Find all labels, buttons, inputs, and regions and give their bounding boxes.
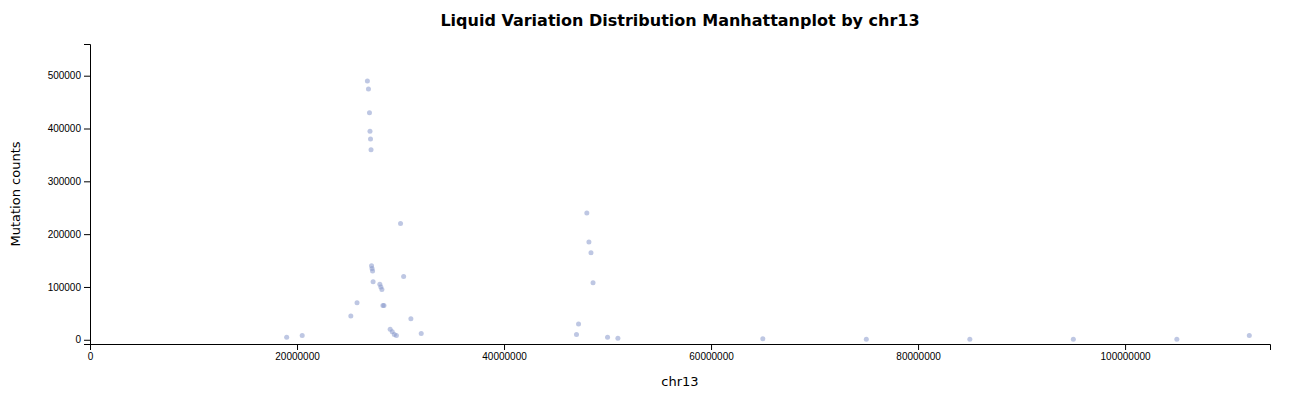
- point: [967, 337, 972, 342]
- y-tick: 400000: [48, 123, 90, 134]
- x-tick-label: 100000000: [1101, 351, 1151, 362]
- point: [419, 331, 424, 336]
- y-axis-line: [84, 45, 91, 345]
- point: [591, 280, 596, 285]
- point: [586, 240, 591, 245]
- point: [615, 336, 620, 341]
- chart: 0200000004000000060000000800000001000000…: [0, 0, 1300, 400]
- point: [588, 250, 593, 255]
- x-tick: 20000000: [275, 344, 320, 362]
- point: [379, 287, 384, 292]
- points: [284, 78, 1252, 341]
- x-tick-label: 20000000: [275, 351, 320, 362]
- y-tick: 300000: [48, 176, 90, 187]
- x-tick-mark: [918, 344, 919, 350]
- point: [584, 211, 589, 216]
- x-tick: 80000000: [896, 344, 941, 362]
- y-tick-label: 300000: [48, 176, 82, 187]
- x-tick-mark: [711, 344, 712, 350]
- x-tick-mark: [504, 344, 505, 350]
- point: [355, 300, 360, 305]
- x-tick: 0: [88, 344, 94, 362]
- point: [398, 221, 403, 226]
- point: [760, 336, 765, 341]
- point: [367, 110, 372, 115]
- y-tick-label: 400000: [48, 123, 82, 134]
- y-tick-label: 0: [75, 334, 81, 345]
- point: [366, 86, 371, 91]
- y-tick-mark: [84, 340, 90, 341]
- y-tick-mark: [84, 234, 90, 235]
- x-tick-label: 60000000: [689, 351, 734, 362]
- y-tick-mark: [84, 287, 90, 288]
- point: [576, 321, 581, 326]
- point: [284, 335, 289, 340]
- point: [408, 316, 413, 321]
- point: [365, 78, 370, 83]
- x-tick-mark: [297, 344, 298, 350]
- point: [394, 333, 399, 338]
- x-tick-label: 80000000: [896, 351, 941, 362]
- point: [369, 147, 374, 152]
- point: [370, 269, 375, 274]
- x-tick-label: 40000000: [482, 351, 527, 362]
- point: [864, 337, 869, 342]
- x-axis-line: [91, 345, 1271, 351]
- y-tick: 200000: [48, 229, 90, 240]
- point: [1071, 337, 1076, 342]
- point: [348, 314, 353, 319]
- x-axis: 0 20000000 40000000 60000000 80000000 1000000…: [88, 344, 1271, 362]
- point: [368, 137, 373, 142]
- x-tick: 40000000: [482, 344, 527, 362]
- point: [300, 333, 305, 338]
- y-tick-mark: [84, 129, 90, 130]
- y-tick-mark: [84, 76, 90, 77]
- y-tick-label: 200000: [48, 229, 82, 240]
- x-tick-label: 0: [88, 351, 94, 362]
- point: [1247, 333, 1252, 338]
- title: Liquid Variation Distribution Manhattanp…: [440, 11, 919, 30]
- point: [401, 274, 406, 279]
- y-tick-label: 100000: [48, 282, 82, 293]
- point: [381, 303, 386, 308]
- y-tick: 500000: [48, 70, 90, 81]
- point: [574, 332, 579, 337]
- point: [605, 335, 610, 340]
- x-tick: 60000000: [689, 344, 734, 362]
- x-tick-mark: [1125, 344, 1126, 350]
- x-axis-title: chr13: [661, 374, 698, 389]
- y-axis: 0 100000 200000 300000 400000 500000: [48, 45, 91, 346]
- plot: 0200000004000000060000000800000001000000…: [48, 45, 1271, 363]
- point: [1174, 337, 1179, 342]
- x-tick: 100000000: [1101, 344, 1151, 362]
- y-tick: 100000: [48, 282, 90, 293]
- y-tick-label: 500000: [48, 70, 82, 81]
- point: [367, 129, 372, 134]
- y-axis-title: Mutation counts: [8, 141, 23, 246]
- y-tick: 0: [75, 334, 90, 345]
- point: [371, 279, 376, 284]
- y-tick-mark: [84, 181, 90, 182]
